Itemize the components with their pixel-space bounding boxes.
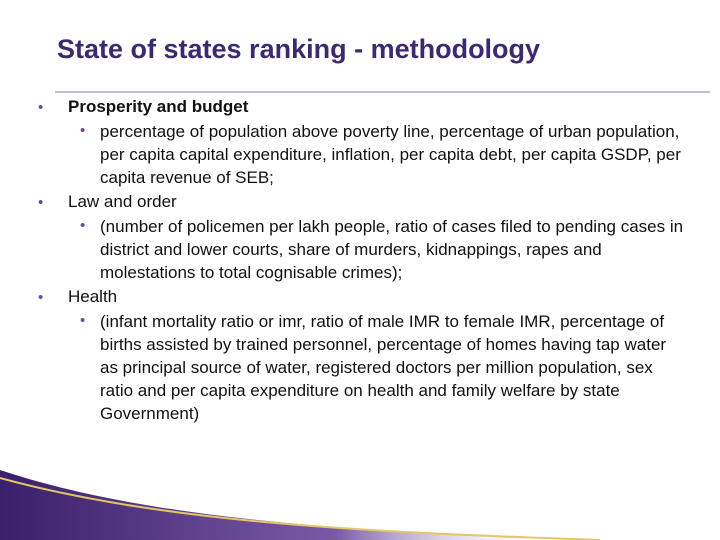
item-heading: Prosperity and budget: [68, 97, 249, 116]
sub-bullet: •: [80, 217, 86, 234]
sub-bullet: •: [80, 122, 86, 139]
bullet: •: [38, 99, 44, 116]
item-detail: (infant mortality ratio or imr, ratio of…: [100, 312, 667, 423]
title-rule: [55, 91, 710, 93]
item-detail: percentage of population above poverty l…: [100, 122, 681, 187]
slide-title: State of states ranking - methodology: [57, 34, 541, 64]
item-detail: (number of policemen per lakh people, ra…: [100, 217, 684, 282]
item-heading: Health: [68, 287, 118, 306]
item-heading: Law and order: [68, 192, 177, 211]
bullet: •: [38, 194, 44, 211]
swoosh-line: [0, 477, 601, 540]
bullet: •: [38, 289, 44, 306]
swoosh: [0, 470, 560, 540]
sub-bullet: •: [80, 312, 86, 329]
